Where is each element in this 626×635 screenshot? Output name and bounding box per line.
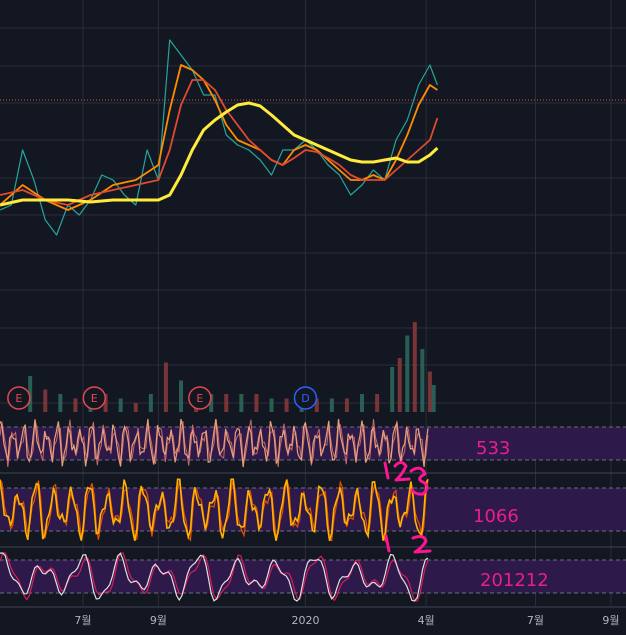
oscillator-labels: 533 1066 201212	[473, 438, 549, 591]
handwritten-5	[411, 535, 432, 554]
volume-bar	[224, 394, 229, 412]
volume-bar	[73, 398, 78, 412]
price-series-ma-fast	[0, 64, 438, 211]
volume-bar	[314, 398, 319, 412]
osc3-main-line	[0, 552, 429, 602]
volume-bar	[405, 335, 410, 412]
volume-bar	[103, 394, 108, 412]
volume-bar	[179, 380, 184, 412]
osc3-signal-line	[0, 552, 429, 602]
event-marker-label: E	[91, 392, 98, 405]
volume-bar	[209, 394, 214, 412]
volume-bar	[58, 394, 63, 412]
volume-bar	[254, 394, 259, 412]
osc3-band	[0, 560, 626, 593]
volume-bar	[284, 398, 289, 412]
event-marker-e-0	[7, 386, 31, 410]
volume-bar	[269, 398, 274, 412]
price-series-price	[0, 39, 438, 236]
event-marker-label: E	[196, 392, 203, 405]
volume-bar	[431, 385, 436, 412]
event-marker-e-1	[82, 386, 107, 410]
volume-bar	[420, 349, 425, 412]
volume-bar	[427, 371, 432, 412]
osc3-label: 201212	[480, 570, 549, 591]
handwritten-4	[384, 534, 391, 553]
volume-bar	[28, 376, 33, 412]
osc2-signal-line	[0, 479, 429, 543]
event-marker-d-3	[293, 386, 318, 410]
osc2-main-line	[0, 478, 429, 541]
x-tick-label-2: 2020	[291, 614, 319, 627]
x-tick-label-4: 7월	[527, 614, 544, 627]
event-marker-label: E	[15, 392, 22, 405]
volume-bar	[163, 362, 168, 412]
x-tick-label-3: 4월	[418, 614, 435, 627]
osc2-label: 1066	[473, 506, 519, 527]
price-series-ma-slow	[0, 101, 439, 207]
event-marker-label: D	[301, 392, 309, 405]
volume-bar	[133, 403, 138, 412]
handwritten-1	[383, 461, 390, 480]
price-panel	[0, 39, 626, 236]
x-axis: 7월 9월 2020 4월 7월 9월	[0, 606, 626, 635]
volume-bar	[118, 398, 123, 412]
volume-bar	[375, 394, 380, 412]
volume-bar	[329, 398, 334, 412]
x-tick-label-1: 9월	[150, 614, 167, 627]
osc1-main-line	[0, 418, 429, 468]
handwritten-2	[393, 461, 411, 482]
volume-bar	[148, 394, 153, 412]
osc1-label: 533	[476, 438, 510, 459]
price-series-ma-mid	[0, 79, 439, 206]
x-axis-background	[0, 607, 626, 635]
x-tick-label-0: 7월	[74, 614, 91, 627]
volume-bar	[390, 367, 395, 412]
handwritten-annotations	[383, 461, 432, 554]
oscillator-panels	[0, 418, 626, 608]
volume-bar	[43, 389, 48, 412]
volume-bar	[360, 394, 365, 412]
x-tick-label-5: 9월	[602, 614, 619, 627]
handwritten-3	[409, 466, 429, 496]
event-marker-e-2	[188, 386, 212, 410]
volume-bar	[239, 394, 244, 412]
volume-bar	[397, 358, 402, 412]
volume-bar	[412, 322, 417, 412]
volume-bar	[344, 398, 349, 412]
